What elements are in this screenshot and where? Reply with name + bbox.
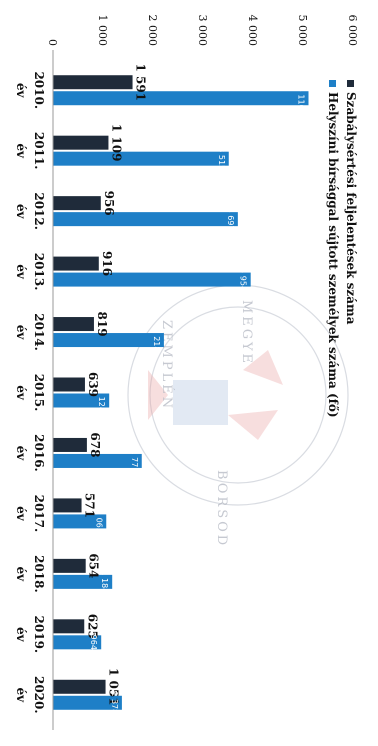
y-tick-label: 2 000 [146, 15, 159, 47]
category-label: 2020. [32, 676, 46, 714]
bar-series-2 [53, 514, 107, 529]
category-label: 2015. [32, 374, 46, 412]
data-label-series-1: 819 [95, 312, 109, 337]
data-label-series-1: 625 [85, 614, 99, 639]
data-label-series-1: 956 [102, 191, 116, 216]
y-tick-label: 4 000 [246, 15, 259, 47]
data-label-series-1: 571 [83, 493, 97, 518]
legend-label-series-1: Szabálysértési feljelentések száma [344, 92, 358, 325]
bar-series-1 [52, 196, 101, 211]
category-label-suffix: év [14, 325, 28, 341]
data-label-series-2: 1 184 [100, 570, 109, 593]
watermark-text-top: MEGYE [239, 300, 254, 366]
bar-series-2 [53, 393, 110, 408]
category-label: 2012. [32, 192, 46, 230]
bar-series-1 [53, 317, 94, 332]
watermark-crest: MEGYE BORSOD ZEMPLÉN [127, 284, 349, 548]
category-label-suffix: év [14, 204, 28, 220]
bar-series-1 [52, 498, 82, 513]
bar-series-2 [52, 695, 122, 710]
legend-label-series-2: Helyszíni bírsággal sújtott személyek sz… [326, 92, 340, 418]
legend: Szabálysértési feljelentések száma Helys… [326, 80, 358, 418]
watermark-text-bottom: BORSOD [214, 470, 229, 548]
watermark-shape-red-3 [148, 370, 168, 420]
watermark-ring-inner [149, 306, 327, 484]
y-tick-label: 6 000 [346, 15, 359, 47]
bar-series-1 [53, 619, 85, 634]
legend-swatch-series-2 [329, 80, 336, 87]
category-label-suffix: év [14, 567, 28, 583]
category-label: 2016. [32, 434, 46, 472]
category-label-suffix: év [14, 385, 28, 401]
bar-series-1 [52, 437, 87, 452]
category-axis: 2010. év 2011. év 2012. év 2013. év 2014. év 2015.… [14, 50, 54, 730]
category-label-suffix: év [14, 687, 28, 703]
bar-series-1 [53, 75, 133, 90]
watermark-shield [173, 380, 228, 425]
legend-swatch-series-1 [347, 80, 354, 87]
data-label-series-1: 639 [86, 372, 100, 397]
y-tick-label: 3 000 [196, 15, 209, 47]
data-label-series-1: 1 109 [109, 124, 123, 162]
data-label-series-2: 964 [89, 635, 98, 650]
bar-series-2 [53, 91, 309, 106]
bar-series-1 [52, 679, 106, 694]
rotated-chart-frame: MEGYE BORSOD ZEMPLÉN Szabálysértési felj… [14, 15, 359, 730]
bar-series-1 [53, 135, 109, 150]
category-label-suffix: év [14, 143, 28, 159]
data-label-series-1: 1 051 [107, 668, 121, 706]
category-label: 2013. [32, 253, 46, 291]
category-label: 2017. [32, 495, 46, 533]
value-axis: 0 1 000 2 000 3 000 4 000 5 000 6 000 [46, 15, 359, 47]
data-label-series-1: 678 [88, 432, 102, 457]
bar-series-1 [53, 377, 85, 392]
y-tick-label: 0 [46, 39, 59, 46]
bar-series-2 [53, 574, 113, 589]
data-label-series-2: 2 218 [152, 329, 161, 352]
data-label-series-2: 1 065 [94, 510, 103, 533]
category-label: 2011. [32, 132, 46, 170]
data-label-series-2: 1 378 [110, 691, 119, 714]
category-label: 2018. [32, 555, 46, 593]
data-label-series-2: 5 110 [297, 87, 306, 110]
value-labels-group: 1 591 5 110 1 109 3 515 956 3 697 916 3 954 819 2… [83, 63, 306, 714]
data-label-series-2: 1 775 [130, 450, 139, 473]
watermark-shape-red [243, 350, 283, 385]
bar-series-1 [53, 558, 86, 573]
bar-series-2 [53, 212, 238, 227]
category-label-suffix: év [14, 446, 28, 462]
data-label-series-2: 3 515 [217, 147, 226, 170]
category-label-suffix: év [14, 83, 28, 99]
data-label-series-2: 3 954 [239, 268, 248, 291]
bar-series-1 [52, 256, 99, 271]
bars-group [52, 75, 309, 710]
bar-series-2 [52, 333, 164, 348]
category-label-suffix: év [14, 506, 28, 522]
y-tick-label: 1 000 [96, 15, 109, 47]
category-label: 2014. [32, 313, 46, 351]
category-label-suffix: év [14, 264, 28, 280]
data-label-series-1: 916 [100, 251, 114, 276]
y-tick-label: 5 000 [296, 15, 309, 47]
data-label-series-1: 654 [87, 553, 101, 578]
category-label: 2019. [32, 616, 46, 654]
data-label-series-2: 3 697 [226, 208, 235, 231]
data-label-series-1: 1 591 [134, 63, 148, 101]
bar-series-2 [53, 272, 251, 287]
category-label-suffix: év [14, 627, 28, 643]
bar-series-2 [53, 635, 102, 650]
category-label: 2010. [32, 71, 46, 109]
bar-series-2 [53, 151, 229, 166]
watermark-shape-red-2 [228, 410, 278, 440]
bar-series-2 [53, 453, 142, 468]
data-label-series-2: 1 124 [97, 389, 106, 412]
